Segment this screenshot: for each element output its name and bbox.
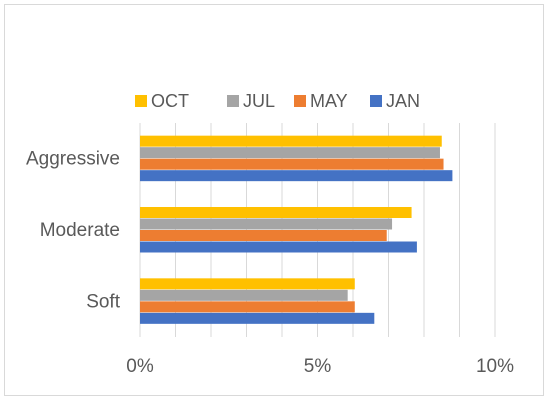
legend-label-jul: JUL — [243, 91, 275, 111]
bar-jan-moderate — [140, 241, 417, 253]
legend-label-oct: OCT — [151, 91, 189, 111]
bar-may-aggressive — [140, 158, 444, 170]
bar-may-soft — [140, 301, 355, 313]
category-label: Moderate — [40, 220, 120, 241]
category-axis-labels: Aggressive Moderate Soft — [26, 149, 121, 313]
bar-jan-soft — [140, 312, 375, 324]
bar-oct-soft — [140, 278, 355, 290]
bar-jul-moderate — [140, 218, 393, 230]
legend: OCT JUL MAY JAN — [135, 91, 420, 111]
legend-swatch-oct — [135, 95, 147, 107]
x-tick-label: 5% — [304, 356, 332, 377]
bar-may-moderate — [140, 230, 387, 241]
legend-swatch-jul — [227, 95, 239, 107]
bar-jan-aggressive — [140, 170, 453, 182]
legend-swatch-may — [294, 95, 306, 107]
x-tick-label: 0% — [126, 356, 154, 377]
bar-oct-moderate — [140, 207, 412, 218]
bar-jul-aggressive — [140, 147, 440, 159]
value-axis-tick-labels: 0% 5% 10% — [126, 356, 514, 377]
chart-frame: Aggressive Moderate Soft 0% 5% 10% OCT JUL MAY… — [4, 4, 544, 396]
category-label: Aggressive — [26, 149, 120, 170]
category-label: Soft — [86, 291, 121, 312]
bars-layer — [140, 135, 453, 324]
bar-oct-aggressive — [140, 135, 442, 147]
legend-label-may: MAY — [310, 91, 348, 111]
x-tick-label: 10% — [476, 356, 514, 377]
clustered-bar-chart: Aggressive Moderate Soft 0% 5% 10% OCT JUL MAY… — [26, 91, 514, 377]
legend-swatch-jan — [370, 95, 382, 107]
legend-label-jan: JAN — [386, 91, 420, 111]
bar-jul-soft — [140, 289, 348, 301]
